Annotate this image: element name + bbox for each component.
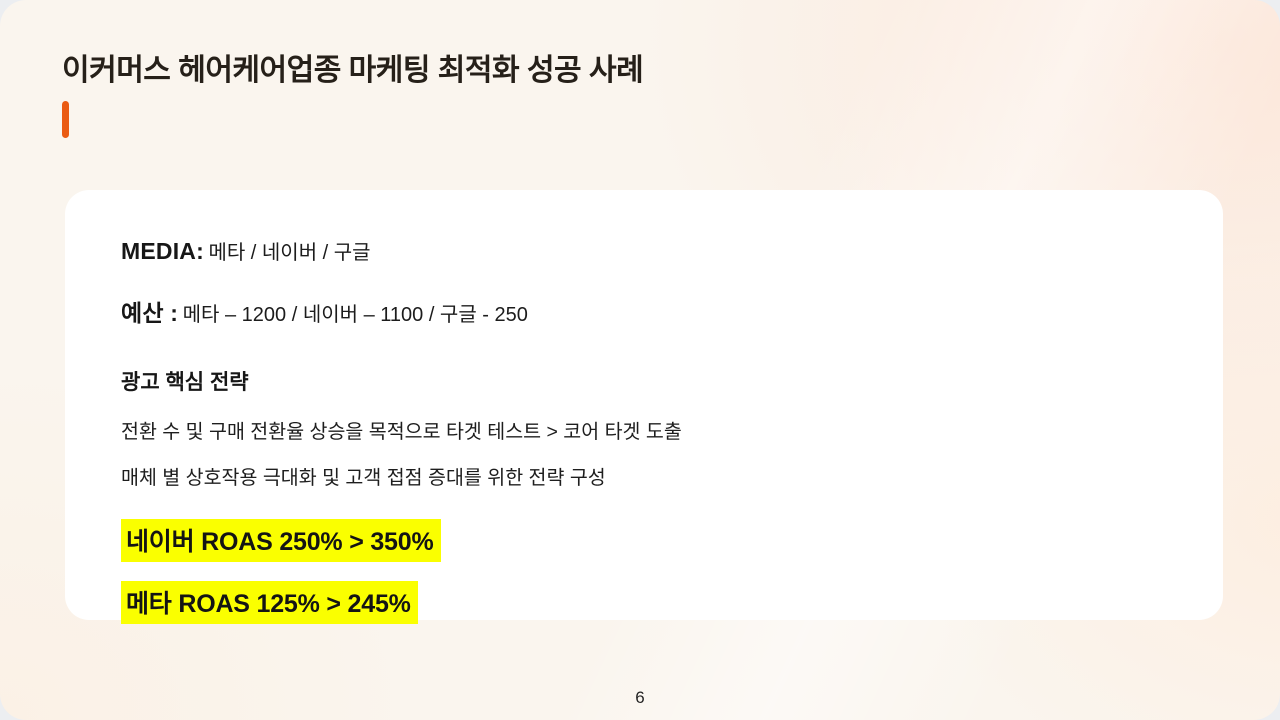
result-meta-roas: 메타 ROAS 125% > 245% — [121, 580, 1173, 624]
highlighted-text: 네이버 ROAS 250% > 350% — [121, 518, 441, 562]
highlighted-text: 메타 ROAS 125% > 245% — [121, 580, 418, 624]
media-value: 메타 / 네이버 / 구글 — [208, 242, 371, 264]
slide-header: 이커머스 헤어케어업종 마케팅 최적화 성공 사례 — [62, 52, 644, 138]
media-label: MEDIA: — [121, 238, 204, 264]
budget-label: 예산 : — [121, 300, 179, 327]
strategy-line: 매체 별 상호작용 극대화 및 고객 접점 증대를 위한 전략 구성 — [121, 467, 606, 490]
accent-bar — [62, 100, 69, 138]
media-row: MEDIA: 메타 / 네이버 / 구글 — [121, 236, 1173, 267]
slide-title: 이커머스 헤어케어업종 마케팅 최적화 성공 사례 — [62, 54, 644, 87]
result-naver-roas: 네이버 ROAS 250% > 350% — [121, 518, 1173, 562]
page-number: 6 — [635, 688, 645, 707]
strategy-heading: 광고 핵심 전략 — [121, 371, 249, 395]
strategy-line: 전환 수 및 구매 전환율 상승을 목적으로 타겟 테스트 > 코어 타겟 도출 — [121, 421, 682, 444]
budget-value: 메타 – 1200 / 네이버 – 1100 / 구글 - 250 — [182, 304, 528, 327]
content-card: MEDIA: 메타 / 네이버 / 구글 예산 : 메타 – 1200 / 네이… — [65, 190, 1223, 624]
budget-row: 예산 : 메타 – 1200 / 네이버 – 1100 / 구글 - 250 — [121, 298, 1173, 329]
